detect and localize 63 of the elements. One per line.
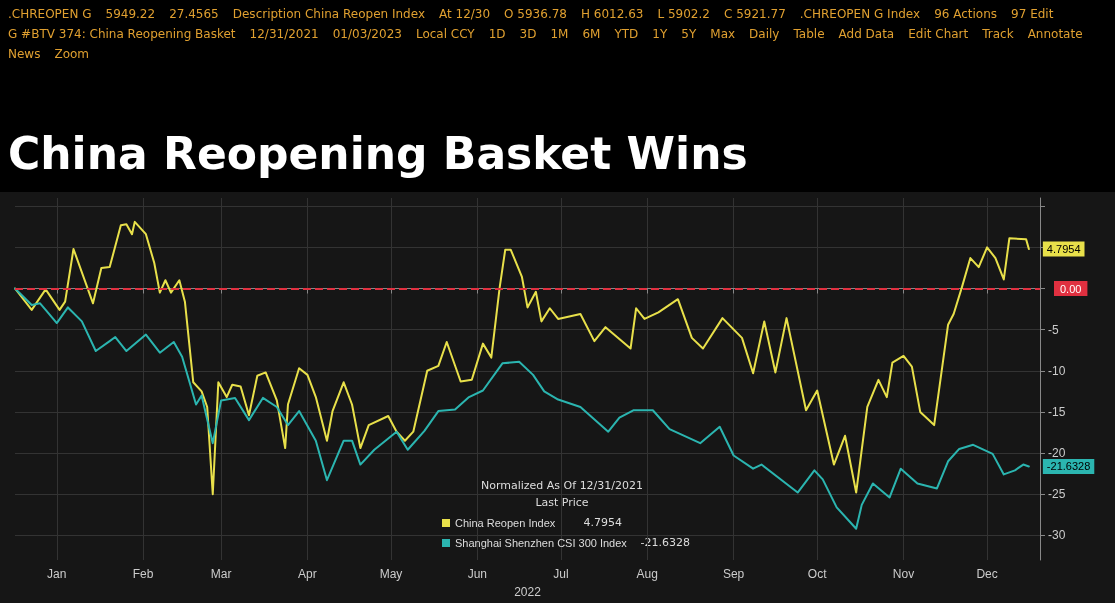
x-tick-label: Aug xyxy=(636,567,658,581)
text: .CHREOPEN G Index xyxy=(799,6,921,22)
text: 1Y xyxy=(652,26,668,42)
text: C 5921.77 xyxy=(723,6,786,22)
text: Table xyxy=(793,26,825,42)
text: H 6012.63 xyxy=(580,6,644,22)
text: 12/31/2021 xyxy=(249,26,319,42)
x-tick-label: Jul xyxy=(553,567,569,581)
legend-label: Shanghai Shenzhen CSI 300 Index xyxy=(455,537,628,549)
x-tick-label: Mar xyxy=(210,567,232,581)
text: Description China Reopen Index xyxy=(232,6,425,22)
text: Add Data xyxy=(838,26,895,42)
text: 6M xyxy=(582,26,601,42)
x-tick-label: May xyxy=(379,567,403,581)
text: 27.4565 xyxy=(169,6,219,22)
text: G #BTV 374: China Reopening Basket xyxy=(8,26,236,42)
text: 1D xyxy=(488,26,506,42)
text: At 12/30 xyxy=(438,6,491,22)
y-tick-label: -15 xyxy=(1048,404,1066,419)
text: Annotate xyxy=(1027,26,1083,42)
text: 1M xyxy=(550,26,569,42)
text: 5Y xyxy=(681,26,697,42)
x-tick-label: Nov xyxy=(892,567,915,581)
data-label: 4.7954 xyxy=(1046,243,1081,256)
text: YTD xyxy=(614,26,639,42)
text: 3D xyxy=(519,26,537,42)
x-tick-label: Jun xyxy=(467,567,488,581)
x-tick-label: Oct xyxy=(807,567,828,581)
text: 4.7954 xyxy=(583,516,622,529)
line-series xyxy=(14,287,1030,530)
annotation: Last Price xyxy=(535,496,589,509)
x-axis-title: 2022 xyxy=(514,585,542,599)
line-series xyxy=(14,220,1030,496)
text: Track xyxy=(982,26,1014,42)
text: Daily xyxy=(749,26,780,42)
x-tick-label: Jan xyxy=(47,567,67,581)
data-label: -21.6328 xyxy=(1046,460,1091,473)
text: O 5936.78 xyxy=(504,6,567,22)
y-tick-label: -25 xyxy=(1048,487,1066,502)
text: 97 Edit xyxy=(1011,6,1054,22)
chart-title: China Reopening Basket Wins xyxy=(8,128,748,179)
y-tick-label: -20 xyxy=(1048,446,1066,461)
x-tick-label: Dec xyxy=(976,567,998,581)
text: 5949.22 xyxy=(105,6,156,22)
legend-title: Normalized As Of 12/31/2021 xyxy=(480,479,644,492)
text: .CHREOPEN G xyxy=(8,6,92,22)
ref-line-label: 0.00 xyxy=(1060,282,1082,295)
text: 96 Actions xyxy=(934,6,998,22)
y-tick-label: -10 xyxy=(1048,363,1066,378)
text: -21.6328 xyxy=(640,536,690,549)
text: Local CCY xyxy=(415,26,475,42)
x-tick-label: Sep xyxy=(722,567,745,581)
text: News xyxy=(8,46,41,62)
legend-label: China Reopen Index xyxy=(455,517,556,529)
y-tick-label: -30 xyxy=(1048,528,1066,543)
y-tick-label: -5 xyxy=(1048,322,1059,337)
x-tick-label: Apr xyxy=(298,567,317,581)
text: Zoom xyxy=(54,46,90,62)
x-tick-label: Feb xyxy=(132,567,154,581)
text: Edit Chart xyxy=(908,26,969,42)
text: L 5902.2 xyxy=(657,6,710,22)
text: 01/03/2023 xyxy=(332,26,402,42)
text: Max xyxy=(710,26,736,42)
